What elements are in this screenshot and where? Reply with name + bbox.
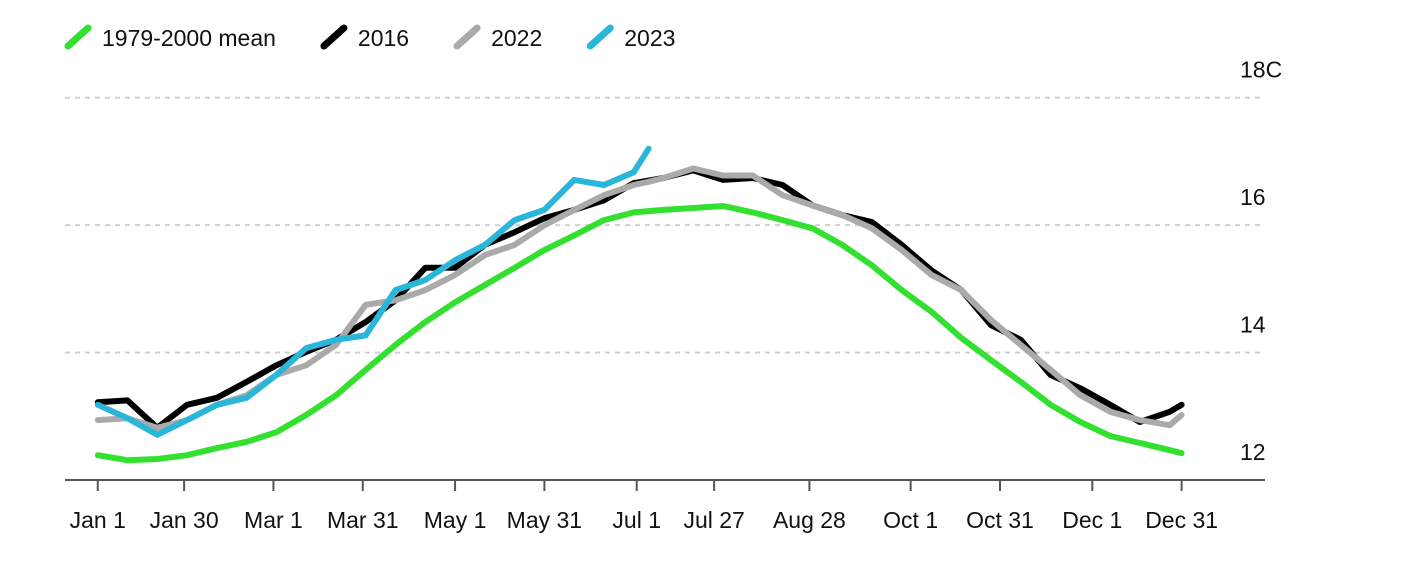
x-tick-label: Jan 30 [150, 507, 219, 533]
y-tick-label: 12 [1240, 439, 1266, 465]
y-tick-label: 16 [1240, 184, 1266, 210]
y-tick-label: 18C [1240, 57, 1282, 83]
legend-swatch [320, 24, 348, 50]
x-tick-label: May 31 [507, 507, 582, 533]
legend-label: 2023 [624, 25, 675, 51]
series-line [94, 145, 652, 438]
x-tick-label: May 1 [424, 507, 487, 533]
legend-label: 2016 [358, 25, 409, 51]
series-line [94, 203, 1185, 464]
legend-swatch [64, 24, 92, 50]
legend: 1979-2000 mean 2016 2022 2023 [64, 24, 675, 51]
series-line [94, 165, 1185, 431]
x-tick-label: Dec 31 [1145, 507, 1218, 533]
legend-label: 2022 [491, 25, 542, 51]
x-tick-label: Aug 28 [773, 507, 846, 533]
x-tick-label: Oct 31 [966, 507, 1034, 533]
y-tick-label: 14 [1240, 312, 1266, 338]
legend-swatch [586, 24, 614, 50]
x-tick-label: Oct 1 [883, 507, 938, 533]
x-tick-label: Mar 31 [327, 507, 399, 533]
x-tick-label: Dec 1 [1062, 507, 1122, 533]
legend-label: 1979-2000 mean [102, 25, 276, 51]
x-tick-label: Mar 1 [244, 507, 303, 533]
x-tick-label: Jan 1 [70, 507, 126, 533]
legend-swatch [453, 24, 481, 50]
x-tick-label: Jul 1 [612, 507, 661, 533]
x-tick-label: Jul 27 [683, 507, 744, 533]
